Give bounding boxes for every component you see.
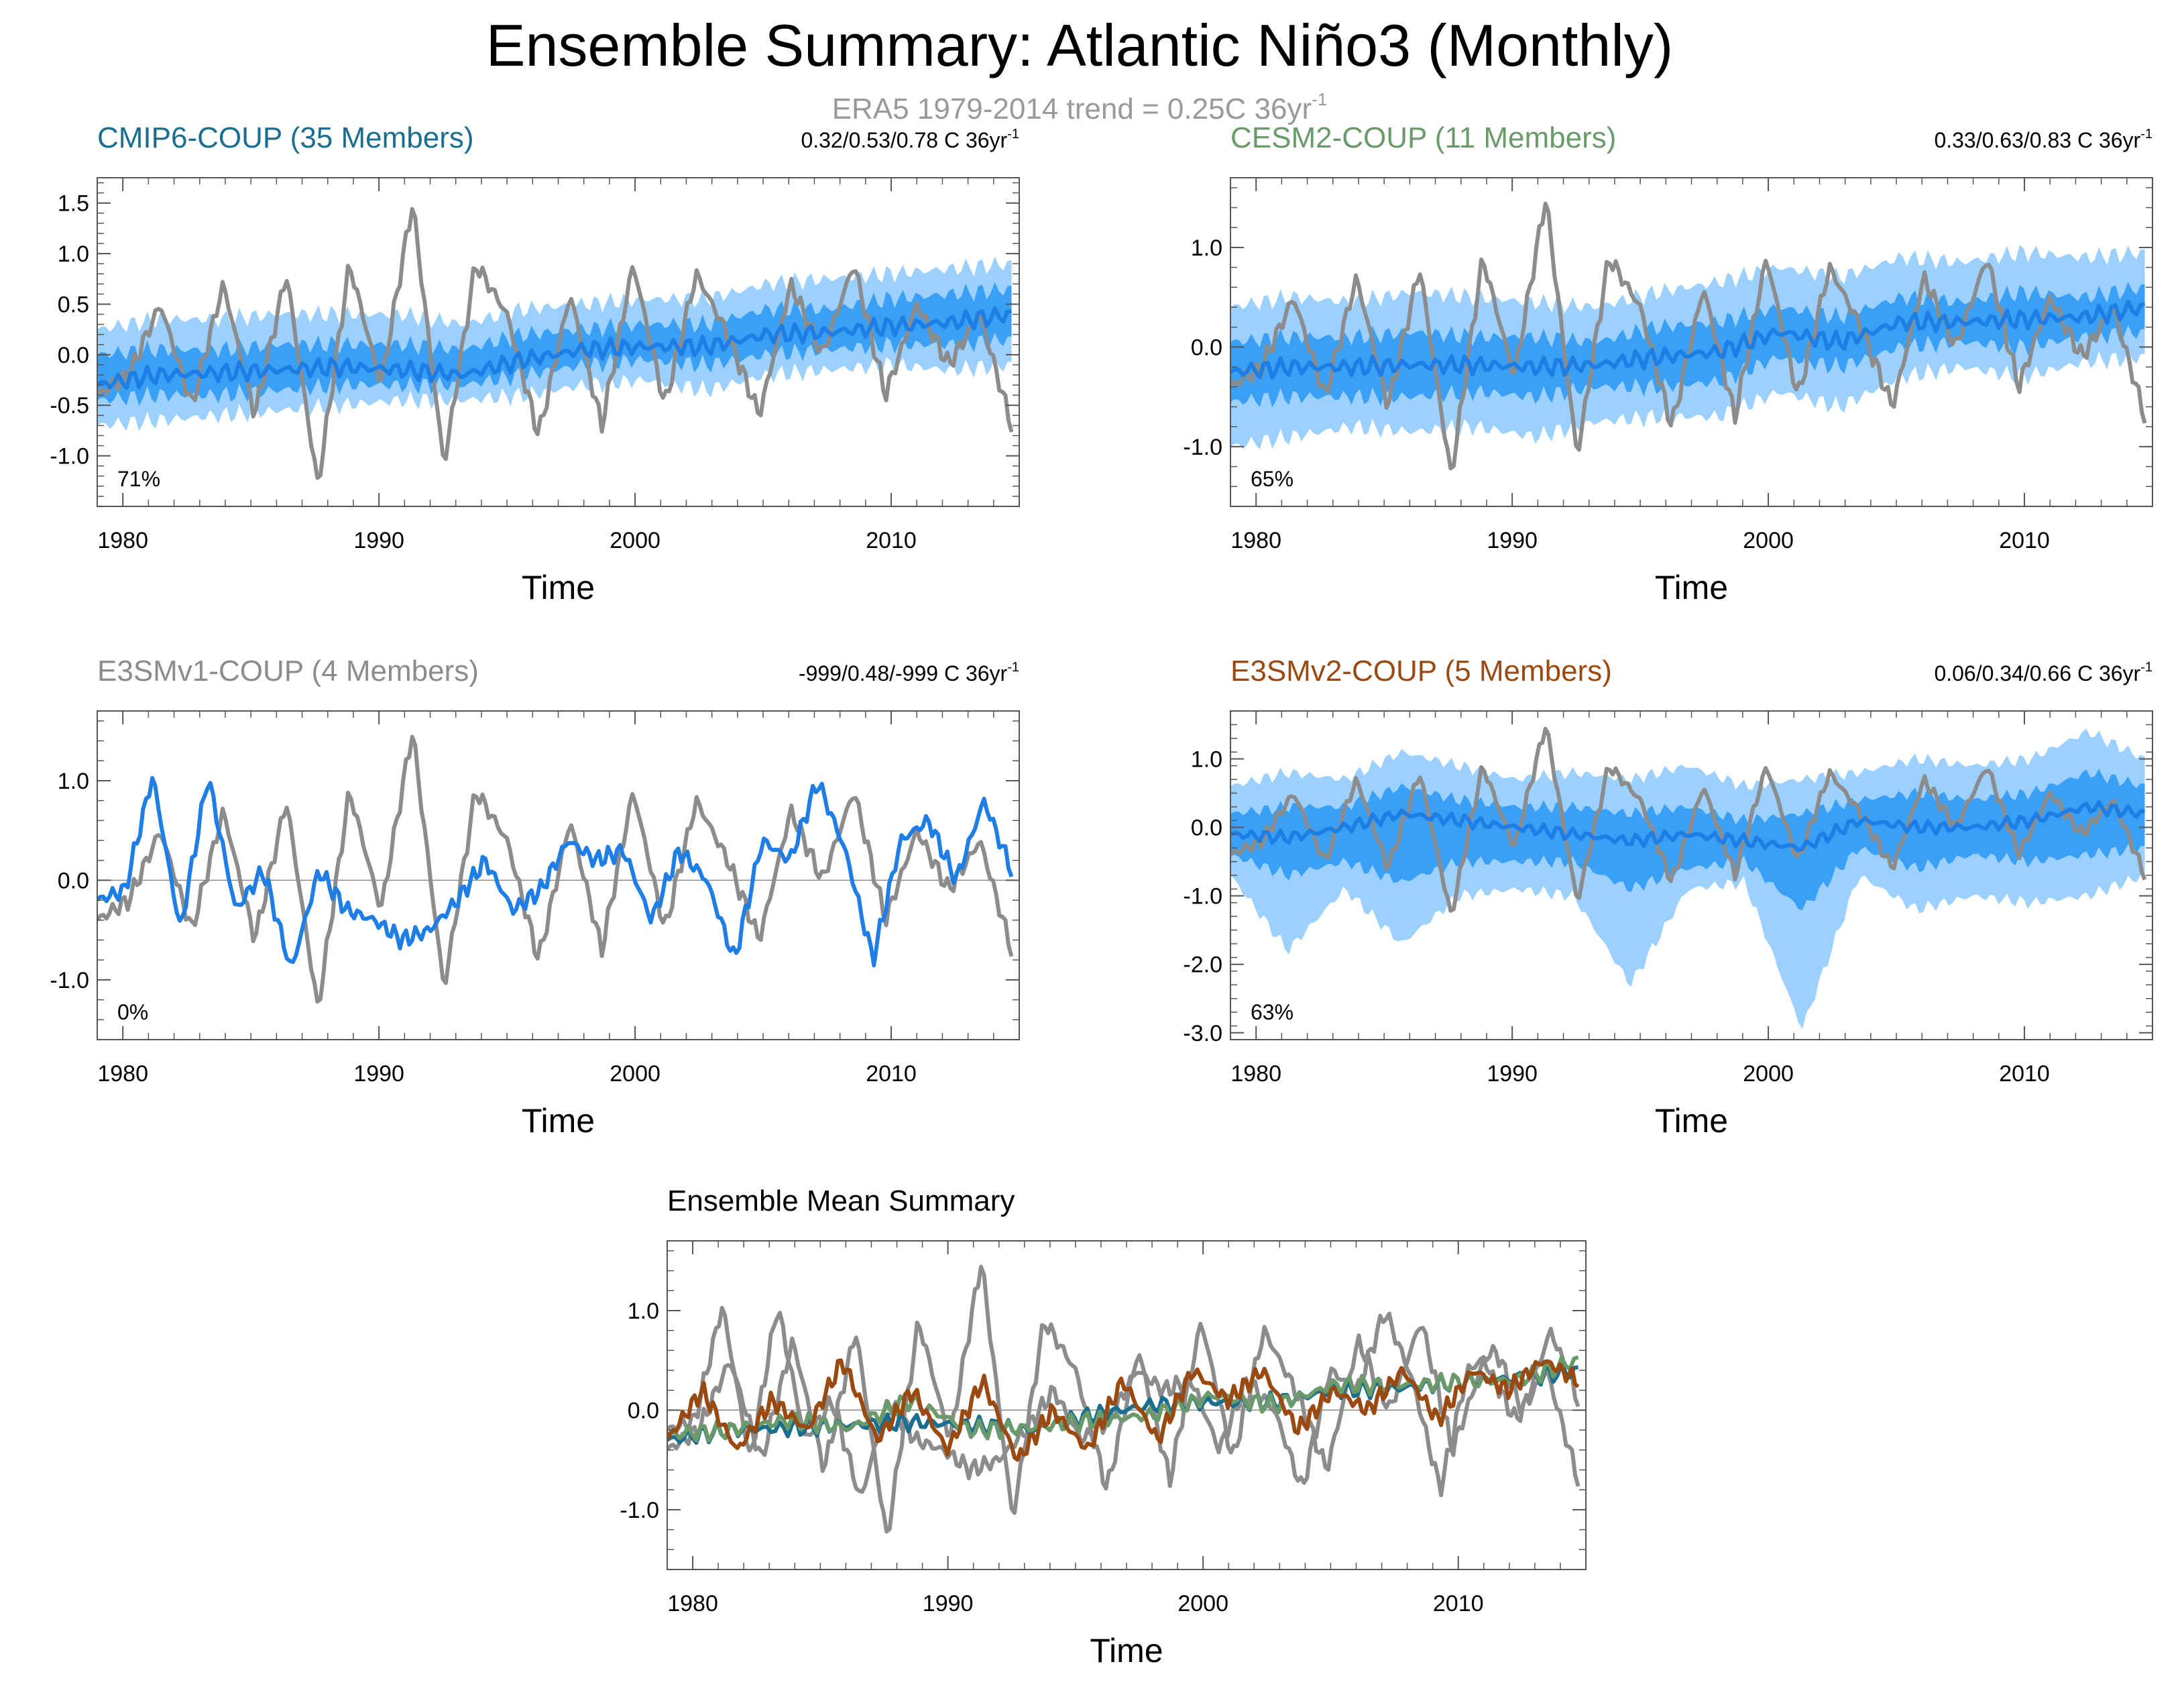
panel-cesm2: CESM2-COUP (11 Members) 0.33/0.63/0.83 C … [1183, 121, 2153, 606]
plot-area [667, 1264, 1586, 1534]
x-tick-label: 2010 [1999, 1061, 2050, 1087]
y-tick-label: -1.0 [1183, 435, 1222, 460]
percent-annotation: 71% [117, 467, 160, 491]
panel-cmip6: CMIP6-COUP (35 Members) 0.32/0.53/0.78 C … [50, 121, 1020, 606]
y-tick-label: 1.0 [1191, 747, 1222, 772]
panel-title: E3SMv2-COUP (5 Members) [1230, 655, 1612, 687]
y-tick-label: 1.0 [58, 769, 89, 794]
percent-annotation: 0% [117, 1000, 148, 1024]
series-line-e3smv1-coup [667, 1305, 1580, 1498]
y-tick-label: 1.0 [628, 1299, 659, 1324]
x-tick-label: 2010 [1433, 1591, 1484, 1616]
panel-trend: 0.06/0.34/0.66 C 36yr-1 [1934, 660, 2152, 685]
panel-trend-sup: -1 [2140, 660, 2152, 675]
x-tick-label: 2000 [610, 1061, 660, 1087]
series-line-ensemble-mean [1230, 299, 2146, 380]
x-tick-label: 2000 [1743, 1061, 1794, 1087]
panel-trend-sup: -1 [2140, 127, 2152, 142]
x-tick-label: 1980 [97, 528, 148, 553]
plot-area [1230, 726, 2152, 1030]
spread-band-outer [1230, 728, 2145, 1030]
panel-trend: 0.33/0.63/0.83 C 36yr-1 [1934, 127, 2152, 152]
x-tick-label: 1990 [353, 1061, 404, 1087]
y-tick-label: 1.5 [58, 191, 89, 217]
percent-annotation: 65% [1251, 467, 1294, 491]
y-tick-label: -0.5 [50, 393, 89, 419]
plot-area [97, 734, 1019, 1004]
series-line-ensemble-mean [1230, 800, 2145, 852]
panel-title: Ensemble Mean Summary [667, 1185, 1015, 1217]
plot-area [97, 207, 1019, 480]
y-tick-label: 0.0 [58, 868, 89, 893]
y-tick-label: 0.0 [628, 1398, 659, 1423]
figure-title: Ensemble Summary: Atlantic Niño3 (Monthl… [486, 12, 1673, 78]
x-tick-label: 1990 [353, 528, 404, 553]
y-tick-label: 1.0 [1191, 235, 1222, 261]
panel-title: CMIP6-COUP (35 Members) [97, 121, 474, 154]
x-tick-label: 1980 [97, 1061, 148, 1087]
x-axis-label: Time [522, 569, 595, 606]
y-tick-label: 0.5 [58, 292, 89, 317]
x-tick-label: 1980 [1230, 528, 1281, 553]
x-tick-label: 2010 [1999, 528, 2050, 553]
percent-annotation: 63% [1251, 1000, 1294, 1024]
x-tick-label: 2000 [1177, 1591, 1228, 1616]
series-line-cesm2-coup [667, 1355, 1579, 1443]
y-tick-label: -1.0 [50, 444, 89, 470]
panel-summary: Ensemble Mean Summary 1.0 0.0 -1.0 1980 1990 2… [620, 1185, 1587, 1669]
panel-trend-sup: -1 [1007, 660, 1019, 675]
panel-title: E3SMv1-COUP (4 Members) [97, 655, 479, 687]
series-line-e3smv2-coup [667, 1358, 1580, 1462]
x-tick-label: 2010 [866, 1061, 917, 1087]
series-line-ensemble-mean [97, 775, 1014, 968]
panel-trend: 0.32/0.53/0.78 C 36yr-1 [801, 127, 1019, 152]
panel-trend-value: 0.32/0.53/0.78 C 36yr [801, 128, 1007, 152]
y-tick-label: 0.0 [58, 343, 89, 368]
plot-area [1230, 201, 2152, 471]
y-tick-label: -3.0 [1183, 1021, 1222, 1046]
y-tick-label: 0.0 [1191, 335, 1222, 360]
x-tick-label: 2000 [610, 528, 660, 553]
series-line-era5 [97, 734, 1014, 1004]
y-tick-label: 1.0 [58, 241, 89, 267]
x-tick-label: 1980 [667, 1591, 718, 1616]
panel-trend-value: 0.06/0.34/0.66 C 36yr [1934, 661, 2140, 685]
x-tick-label: 2000 [1743, 528, 1794, 553]
era5-trend-note: ERA5 1979-2014 trend = 0.25C 36yr-1 [832, 89, 1328, 125]
series-line-era5 [97, 207, 1014, 480]
x-axis-label: Time [522, 1102, 595, 1140]
panels: CMIP6-COUP (35 Members) 0.32/0.53/0.78 C … [50, 121, 2153, 1669]
panel-title: CESM2-COUP (11 Members) [1230, 121, 1616, 154]
y-tick-label: -1.0 [1183, 884, 1222, 910]
x-tick-label: 2010 [866, 528, 917, 553]
x-axis-label: Time [1655, 569, 1728, 606]
panel-trend: -999/0.48/-999 C 36yr-1 [799, 660, 1019, 685]
panel-e3smv2: E3SMv2-COUP (5 Members) 0.06/0.34/0.66 C … [1183, 655, 2153, 1140]
x-tick-label: 1980 [1230, 1061, 1281, 1087]
y-tick-label: 0.0 [1191, 816, 1222, 841]
x-tick-label: 1990 [923, 1591, 974, 1616]
y-tick-label: -1.0 [620, 1498, 659, 1523]
x-axis-label: Time [1655, 1102, 1728, 1140]
x-tick-label: 1990 [1487, 1061, 1538, 1087]
x-tick-label: 1990 [1487, 528, 1538, 553]
panel-trend-sup: -1 [1007, 127, 1019, 142]
panel-trend-value: 0.33/0.63/0.83 C 36yr [1934, 128, 2140, 152]
panel-trend-value: -999/0.48/-999 C 36yr [799, 661, 1008, 685]
y-tick-label: -1.0 [50, 968, 89, 993]
y-tick-label: -2.0 [1183, 952, 1222, 978]
panel-e3smv1: E3SMv1-COUP (4 Members) -999/0.48/-999 C … [50, 655, 1020, 1140]
series-line-ensemble-mean [97, 306, 1012, 390]
x-axis-label: Time [1090, 1632, 1163, 1669]
